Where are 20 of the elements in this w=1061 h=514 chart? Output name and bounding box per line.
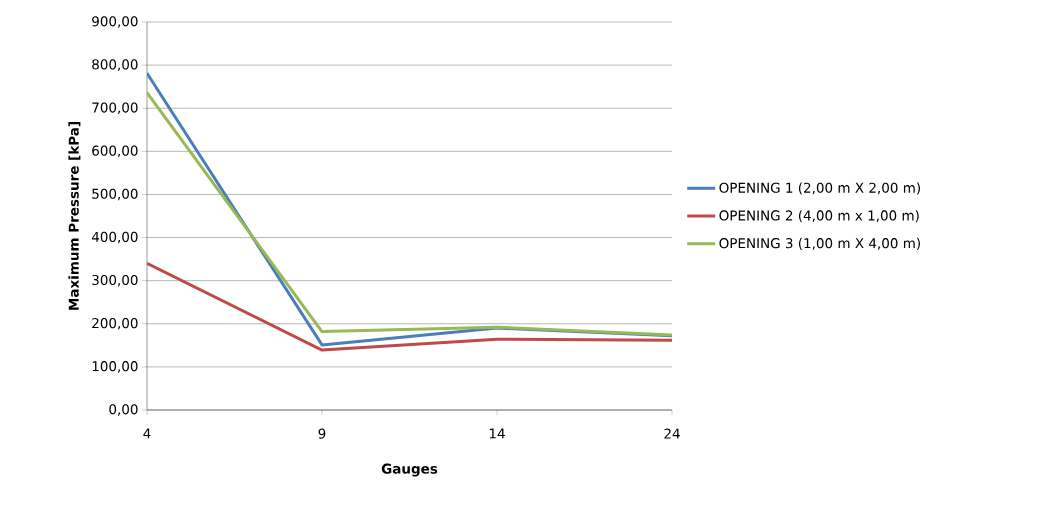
y-tick-label: 900,00: [92, 16, 138, 28]
legend-label: OPENING 3 (1,00 m X 4,00 m): [719, 237, 920, 250]
y-tick-label: 100,00: [92, 361, 138, 373]
y-tick-label: 400,00: [91, 231, 138, 244]
y-tick-label: 500,00: [92, 188, 138, 201]
x-tick-label: 4: [143, 428, 151, 439]
legend-label: OPENING 1 (2,00 m X 2,00 m): [719, 182, 920, 195]
legend-label: OPENING 2 (4,00 m x 1,00 m): [719, 210, 919, 223]
y-axis-title: Maximum Pressure [kPa]: [68, 122, 81, 310]
x-tick-label: 14: [489, 428, 505, 439]
y-tick-label: 300,00: [92, 274, 138, 287]
y-tick-label: 700,00: [92, 102, 138, 115]
x-axis-title: Gauges: [381, 463, 438, 477]
y-tick-label: 800,00: [92, 59, 138, 71]
y-tick-label: 0,00: [109, 404, 138, 416]
y-tick-label: 200,00: [92, 317, 138, 330]
y-tick-label: 600,00: [92, 145, 138, 158]
line-series: [147, 261, 673, 352]
x-tick-label: 24: [664, 428, 680, 439]
x-tick-label: 9: [318, 428, 326, 439]
